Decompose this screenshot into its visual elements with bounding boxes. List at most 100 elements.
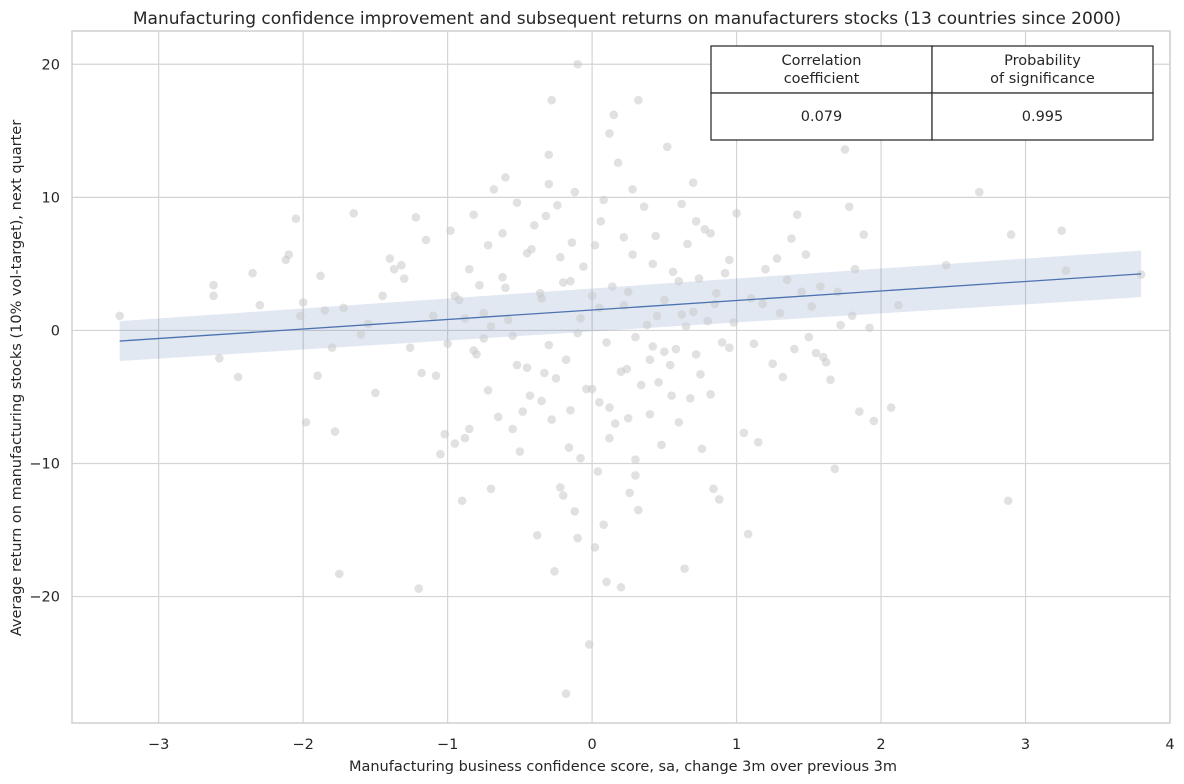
scatter-point bbox=[248, 268, 257, 278]
scatter-point bbox=[313, 371, 322, 380]
scatter-point bbox=[547, 415, 556, 424]
scatter-point bbox=[115, 311, 124, 321]
scatter-point bbox=[570, 507, 580, 516]
y-tick-label: 10 bbox=[42, 190, 60, 206]
scatter-point bbox=[498, 272, 507, 282]
scatter-point bbox=[790, 344, 799, 354]
scatter-point bbox=[739, 428, 749, 438]
scatter-point bbox=[623, 287, 633, 297]
x-tick-label: 3 bbox=[1021, 737, 1030, 753]
scatter-point bbox=[639, 202, 649, 211]
scatter-point bbox=[602, 338, 611, 347]
scatter-point bbox=[642, 320, 652, 330]
scatter-point bbox=[573, 533, 582, 543]
scatter-point bbox=[566, 405, 575, 415]
scatter-point bbox=[465, 264, 474, 274]
scatter-point bbox=[720, 268, 730, 278]
scatter-point bbox=[677, 199, 686, 209]
x-tick-label: 0 bbox=[587, 737, 596, 753]
scatter-point bbox=[596, 217, 606, 226]
scatter-point bbox=[625, 488, 634, 498]
scatter-point bbox=[566, 276, 575, 286]
scatter-point bbox=[504, 315, 513, 325]
scatter-point bbox=[844, 202, 854, 211]
scatter-point bbox=[616, 582, 626, 592]
scatter-point bbox=[686, 393, 695, 403]
scatter-point bbox=[573, 59, 582, 69]
scatter-point bbox=[662, 142, 672, 152]
scatter-point bbox=[772, 254, 782, 263]
scatter-point bbox=[657, 440, 666, 450]
scatter-point bbox=[608, 282, 617, 291]
scatter-point bbox=[974, 187, 984, 197]
scatter-point bbox=[544, 179, 554, 189]
plot-frame bbox=[71, 30, 1171, 724]
scatter-point bbox=[683, 239, 692, 249]
table-value-cell bbox=[931, 92, 1154, 141]
scatter-point bbox=[725, 255, 734, 265]
scatter-point bbox=[768, 359, 777, 368]
scatter-point bbox=[363, 319, 373, 329]
scatter-point bbox=[645, 409, 655, 419]
scatter-point bbox=[431, 371, 441, 380]
scatter-points bbox=[115, 59, 1146, 699]
scatter-point bbox=[512, 198, 522, 207]
scatter-point bbox=[847, 311, 857, 321]
scatter-point bbox=[399, 274, 409, 283]
scatter-point bbox=[634, 95, 643, 105]
table-header-line: coefficient bbox=[784, 71, 860, 87]
scatter-point bbox=[732, 209, 741, 218]
table-header-cell bbox=[931, 45, 1154, 94]
table-value: 0.995 bbox=[1022, 109, 1064, 125]
scatter-point bbox=[651, 231, 660, 241]
scatter-point bbox=[660, 347, 669, 357]
x-tick-label: −3 bbox=[148, 737, 169, 753]
scatter-point bbox=[553, 201, 562, 210]
scatter-point bbox=[609, 110, 619, 120]
scatter-point bbox=[665, 360, 675, 370]
scatter-point bbox=[443, 339, 452, 349]
scatter-point bbox=[674, 276, 684, 286]
scatter-point bbox=[389, 264, 399, 274]
scatter-point bbox=[320, 306, 330, 315]
scatter-point bbox=[558, 491, 568, 500]
y-tick-label: −20 bbox=[29, 590, 60, 606]
scatter-point bbox=[1003, 496, 1013, 506]
scatter-point bbox=[660, 295, 669, 305]
scatter-point bbox=[512, 360, 522, 370]
scatter-point bbox=[605, 129, 614, 138]
scatter-point bbox=[334, 569, 344, 579]
scatter-point bbox=[782, 275, 792, 285]
scatter-point bbox=[729, 318, 738, 327]
x-tick-label: −1 bbox=[437, 737, 458, 753]
scatter-point bbox=[746, 294, 756, 303]
scatter-point bbox=[836, 320, 845, 330]
scatter-point bbox=[540, 368, 549, 378]
scatter-point bbox=[688, 178, 698, 188]
scatter-point bbox=[551, 374, 561, 383]
scatter-point bbox=[570, 187, 580, 197]
scatter-point bbox=[593, 467, 603, 476]
scatter-point bbox=[855, 407, 864, 416]
scatter-point bbox=[850, 264, 860, 274]
scatter-point bbox=[717, 338, 727, 347]
scatter-point bbox=[1136, 270, 1146, 279]
scatter-point bbox=[619, 232, 629, 242]
scatter-point bbox=[645, 355, 655, 365]
scatter-point bbox=[436, 449, 445, 459]
scatter-point bbox=[787, 234, 796, 243]
scatter-point bbox=[378, 291, 387, 301]
scatter-point bbox=[450, 291, 460, 301]
scatter-point bbox=[508, 331, 517, 341]
scatter-point bbox=[295, 311, 305, 321]
scatter-point bbox=[457, 496, 467, 506]
confidence-band bbox=[119, 250, 1142, 362]
scatter-point bbox=[602, 577, 611, 587]
scatter-point bbox=[859, 230, 869, 239]
scatter-point bbox=[694, 274, 704, 283]
scatter-point bbox=[440, 429, 450, 439]
scatter-point bbox=[801, 250, 811, 259]
scatter-point bbox=[450, 439, 460, 448]
scatter-point bbox=[579, 262, 588, 271]
